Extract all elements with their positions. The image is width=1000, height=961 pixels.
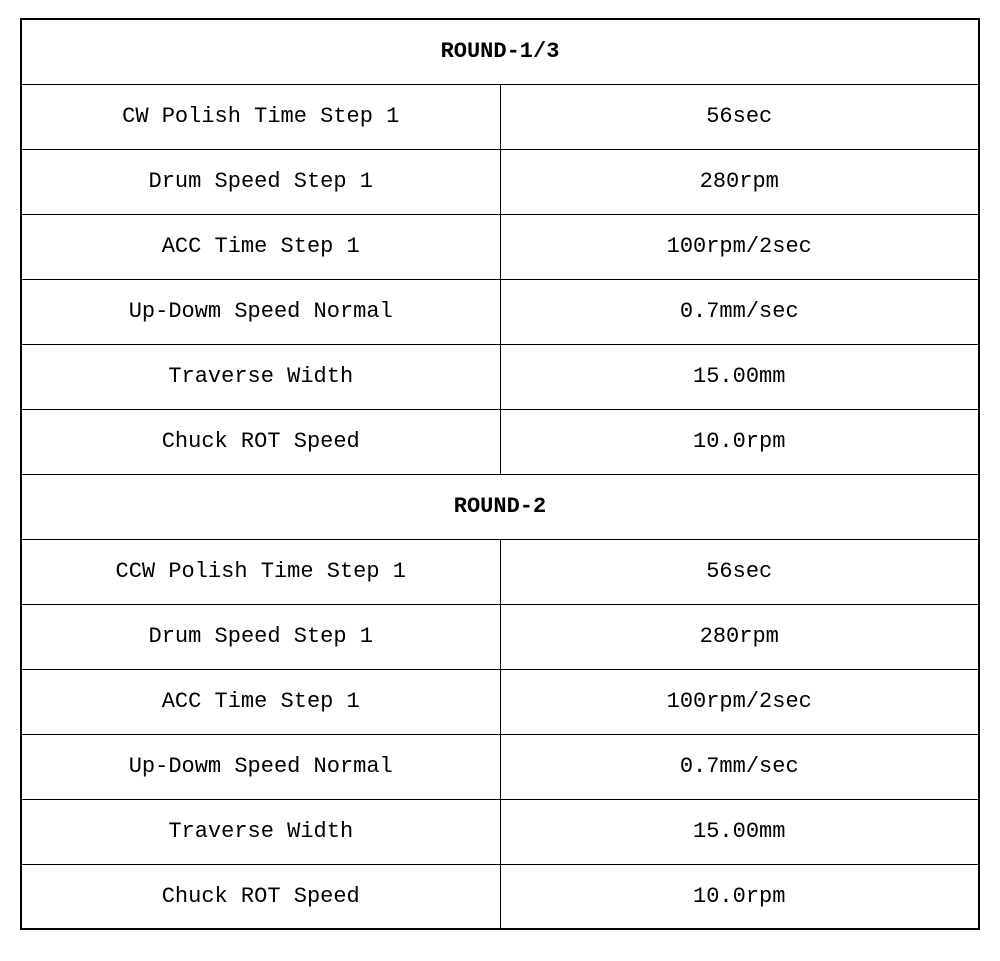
- param-value: 10.0rpm: [500, 864, 979, 929]
- param-label: Traverse Width: [21, 344, 500, 409]
- section-header: ROUND-2: [21, 474, 979, 539]
- param-value: 0.7mm/sec: [500, 734, 979, 799]
- table-row: Drum Speed Step 1 280rpm: [21, 604, 979, 669]
- section-header-row: ROUND-2: [21, 474, 979, 539]
- param-value: 15.00mm: [500, 799, 979, 864]
- param-label: Chuck ROT Speed: [21, 864, 500, 929]
- table-row: ACC Time Step 1 100rpm/2sec: [21, 669, 979, 734]
- table-row: Up-Dowm Speed Normal 0.7mm/sec: [21, 734, 979, 799]
- table-row: Traverse Width 15.00mm: [21, 344, 979, 409]
- param-label: Drum Speed Step 1: [21, 604, 500, 669]
- section-header: ROUND-1/3: [21, 19, 979, 84]
- param-label: Drum Speed Step 1: [21, 149, 500, 214]
- param-value: 100rpm/2sec: [500, 669, 979, 734]
- param-value: 56sec: [500, 539, 979, 604]
- param-value: 10.0rpm: [500, 409, 979, 474]
- table-row: Chuck ROT Speed 10.0rpm: [21, 864, 979, 929]
- param-label: Up-Dowm Speed Normal: [21, 279, 500, 344]
- param-label: ACC Time Step 1: [21, 214, 500, 279]
- table-row: CW Polish Time Step 1 56sec: [21, 84, 979, 149]
- table-row: CCW Polish Time Step 1 56sec: [21, 539, 979, 604]
- param-label: Up-Dowm Speed Normal: [21, 734, 500, 799]
- table-row: Up-Dowm Speed Normal 0.7mm/sec: [21, 279, 979, 344]
- param-value: 56sec: [500, 84, 979, 149]
- table-row: Chuck ROT Speed 10.0rpm: [21, 409, 979, 474]
- param-label: CW Polish Time Step 1: [21, 84, 500, 149]
- param-value: 280rpm: [500, 149, 979, 214]
- param-value: 100rpm/2sec: [500, 214, 979, 279]
- section-header-row: ROUND-1/3: [21, 19, 979, 84]
- param-value: 15.00mm: [500, 344, 979, 409]
- parameters-table: ROUND-1/3 CW Polish Time Step 1 56sec Dr…: [20, 18, 980, 930]
- param-label: CCW Polish Time Step 1: [21, 539, 500, 604]
- table-row: ACC Time Step 1 100rpm/2sec: [21, 214, 979, 279]
- param-label: Chuck ROT Speed: [21, 409, 500, 474]
- param-value: 280rpm: [500, 604, 979, 669]
- param-label: Traverse Width: [21, 799, 500, 864]
- table-row: Drum Speed Step 1 280rpm: [21, 149, 979, 214]
- table-row: Traverse Width 15.00mm: [21, 799, 979, 864]
- param-value: 0.7mm/sec: [500, 279, 979, 344]
- param-label: ACC Time Step 1: [21, 669, 500, 734]
